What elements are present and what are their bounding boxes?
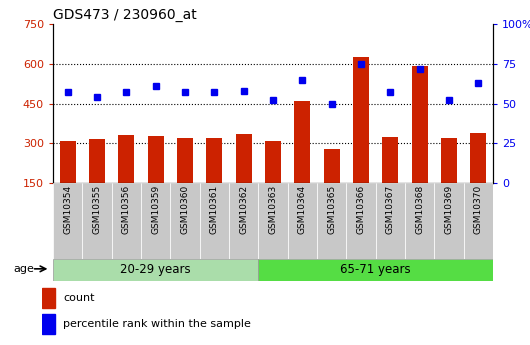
Text: 65-71 years: 65-71 years xyxy=(340,264,411,276)
Bar xyxy=(42,288,55,308)
Bar xyxy=(53,183,82,259)
Bar xyxy=(53,259,258,281)
Bar xyxy=(82,183,112,259)
Text: count: count xyxy=(63,293,94,303)
Text: GSM10369: GSM10369 xyxy=(445,185,453,234)
Bar xyxy=(229,183,258,259)
Bar xyxy=(42,314,55,334)
Bar xyxy=(441,138,457,183)
Text: GSM10370: GSM10370 xyxy=(474,185,483,234)
Bar xyxy=(89,139,105,183)
Bar xyxy=(177,138,193,183)
Bar xyxy=(405,183,434,259)
Text: GSM10360: GSM10360 xyxy=(181,185,189,234)
Bar xyxy=(376,183,405,259)
Text: 20-29 years: 20-29 years xyxy=(120,264,191,276)
Bar xyxy=(147,136,164,183)
Bar xyxy=(118,135,135,183)
Bar xyxy=(382,137,399,183)
Bar xyxy=(206,138,223,183)
Text: GSM10368: GSM10368 xyxy=(415,185,424,234)
Bar xyxy=(317,183,346,259)
Text: GSM10366: GSM10366 xyxy=(357,185,365,234)
Bar xyxy=(112,183,141,259)
Text: GSM10355: GSM10355 xyxy=(93,185,101,234)
Bar xyxy=(294,101,311,183)
Text: GSM10367: GSM10367 xyxy=(386,185,395,234)
Bar xyxy=(323,149,340,183)
Text: GSM10356: GSM10356 xyxy=(122,185,131,234)
Bar xyxy=(353,57,369,183)
Bar xyxy=(464,183,493,259)
Bar xyxy=(470,132,487,183)
Bar xyxy=(258,183,288,259)
Bar xyxy=(411,67,428,183)
Text: age: age xyxy=(13,264,34,274)
Text: GSM10359: GSM10359 xyxy=(151,185,160,234)
Bar xyxy=(265,140,281,183)
Bar xyxy=(288,183,317,259)
Text: GSM10354: GSM10354 xyxy=(63,185,72,234)
Bar xyxy=(235,134,252,183)
Text: GSM10361: GSM10361 xyxy=(210,185,219,234)
Text: GSM10365: GSM10365 xyxy=(327,185,336,234)
Text: GSM10362: GSM10362 xyxy=(239,185,248,234)
Bar xyxy=(434,183,464,259)
Text: percentile rank within the sample: percentile rank within the sample xyxy=(63,319,251,329)
Bar xyxy=(346,183,376,259)
Text: GDS473 / 230960_at: GDS473 / 230960_at xyxy=(53,8,197,22)
Text: GSM10364: GSM10364 xyxy=(298,185,307,234)
Bar xyxy=(170,183,200,259)
Bar xyxy=(59,141,76,183)
Bar xyxy=(141,183,170,259)
Bar xyxy=(200,183,229,259)
Text: GSM10363: GSM10363 xyxy=(269,185,277,234)
Bar xyxy=(258,259,493,281)
